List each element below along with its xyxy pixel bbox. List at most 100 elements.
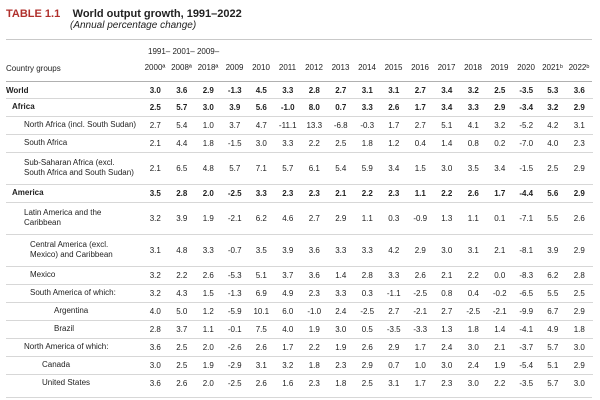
year-header: 2020 bbox=[517, 63, 535, 72]
value-cell: 2.5 bbox=[354, 373, 381, 392]
value-cell: 3.0 bbox=[327, 319, 354, 338]
value-cell: 2.3 bbox=[433, 373, 460, 392]
value-cell: 2.7 bbox=[142, 115, 169, 134]
value-cell: 2.9 bbox=[202, 86, 214, 96]
value-cell: 1.3 bbox=[433, 201, 460, 234]
row-label-text: North America of which: bbox=[24, 342, 109, 351]
value-cell: 3.3 bbox=[327, 233, 354, 266]
value-cell: 0.7 bbox=[380, 355, 407, 374]
table-row: Brazil 2.8 3.7 1.1 -0.1 7.5 4.0 1.9 3.0 0.5 -3.5 -3… bbox=[6, 319, 593, 338]
value-cell: 3.0 bbox=[460, 373, 487, 392]
value-cell: 4.0 bbox=[539, 133, 566, 152]
value-cell: 3.2 bbox=[467, 86, 479, 96]
value-cell: 5.7 bbox=[221, 151, 248, 184]
value-cell: 8.0 bbox=[301, 97, 328, 116]
row-label: Mexico bbox=[6, 265, 142, 284]
value-cell: 2.1 bbox=[327, 183, 354, 202]
year-header: 2008ª bbox=[171, 63, 192, 72]
value-cell: 2.3 bbox=[301, 283, 328, 302]
year-header: 2018ª bbox=[197, 63, 219, 72]
value-cell: 2.3 bbox=[380, 183, 407, 202]
value-cell: 4.4 bbox=[168, 133, 195, 152]
value-cell: 3.0 bbox=[460, 337, 487, 356]
value-cell: 4.8 bbox=[195, 151, 222, 184]
value-cell: 1.5 bbox=[195, 283, 222, 302]
value-cell: 3.0 bbox=[149, 86, 161, 96]
value-cell: -2.1 bbox=[407, 301, 434, 320]
value-cell: 6.7 bbox=[539, 301, 566, 320]
value-cell: 3.2 bbox=[274, 355, 301, 374]
value-cell: 3.4 bbox=[380, 151, 407, 184]
value-cell: 2.1 bbox=[486, 233, 513, 266]
value-cell: 2.9 bbox=[566, 301, 593, 320]
row-label: Sub-Saharan Africa (excl. South Africa a… bbox=[6, 151, 142, 184]
value-cell: 4.3 bbox=[168, 283, 195, 302]
value-cell: 10.1 bbox=[248, 301, 275, 320]
value-cell: 4.9 bbox=[274, 283, 301, 302]
value-cell: 5.4 bbox=[327, 151, 354, 184]
value-cell: 3.2 bbox=[142, 283, 169, 302]
value-cell: -1.5 bbox=[221, 133, 248, 152]
value-cell: 1.1 bbox=[195, 319, 222, 338]
value-cell: 5.7 bbox=[539, 373, 566, 392]
value-cell: 3.7 bbox=[168, 319, 195, 338]
value-cell: 2.2 bbox=[486, 373, 513, 392]
year-header: 2000ª bbox=[144, 63, 166, 72]
value-cell: 2.9 bbox=[566, 183, 593, 202]
table-row: South America of which: 3.2 4.3 1.5 -1.3 6.9 4… bbox=[6, 283, 593, 302]
value-cell: -6.5 bbox=[513, 283, 540, 302]
value-cell: 4.7 bbox=[248, 115, 275, 134]
value-cell: 1.8 bbox=[327, 373, 354, 392]
value-cell: 3.6 bbox=[142, 373, 169, 392]
value-cell: 3.3 bbox=[248, 183, 275, 202]
value-cell: 5.7 bbox=[168, 97, 195, 116]
value-cell: 1.2 bbox=[195, 301, 222, 320]
value-cell: -3.5 bbox=[519, 86, 534, 96]
value-cell: 3.3 bbox=[460, 97, 487, 116]
year-header: 2013 bbox=[331, 63, 350, 72]
row-label-text: America bbox=[12, 188, 44, 197]
value-cell: 1.8 bbox=[566, 319, 593, 338]
value-cell: 3.9 bbox=[221, 97, 248, 116]
value-cell: -3.7 bbox=[513, 337, 540, 356]
value-cell: 2.6 bbox=[248, 337, 275, 356]
value-cell: 2.7 bbox=[301, 201, 328, 234]
value-cell: 5.6 bbox=[248, 97, 275, 116]
value-cell: 2.2 bbox=[354, 183, 381, 202]
value-cell: 0.0 bbox=[486, 265, 513, 284]
row-label: United States bbox=[6, 373, 142, 392]
value-cell: 2.8 bbox=[566, 265, 593, 284]
value-cell: 4.2 bbox=[380, 233, 407, 266]
value-cell: 5.5 bbox=[539, 283, 566, 302]
value-cell: 2.0 bbox=[195, 183, 222, 202]
value-cell: -1.0 bbox=[274, 97, 301, 116]
row-label: North Africa (incl. South Sudan) bbox=[6, 115, 142, 134]
value-cell: 4.0 bbox=[142, 301, 169, 320]
row-label-text: Argentina bbox=[54, 306, 89, 315]
value-cell: 3.6 bbox=[142, 337, 169, 356]
header-bottom-divider bbox=[6, 81, 592, 82]
value-cell: 2.9 bbox=[380, 337, 407, 356]
row-label: Argentina bbox=[6, 301, 142, 320]
value-cell: 2.0 bbox=[195, 373, 222, 392]
table-row: Canada 3.0 2.5 1.9 -2.9 3.1 3.2 1.8 2.3 2.9 0.7 1.0… bbox=[6, 355, 593, 374]
value-cell: 3.0 bbox=[566, 373, 593, 392]
value-cell: 0.4 bbox=[460, 283, 487, 302]
value-cell: 2.3 bbox=[566, 133, 593, 152]
value-cell: -7.0 bbox=[513, 133, 540, 152]
value-cell: 2.2 bbox=[433, 183, 460, 202]
value-cell: 3.1 bbox=[388, 86, 400, 96]
value-cell: 5.6 bbox=[539, 183, 566, 202]
row-label-text: Brazil bbox=[54, 324, 75, 333]
row-label: Central America (excl. Mexico) and Carib… bbox=[6, 233, 142, 266]
value-cell: 1.0 bbox=[407, 355, 434, 374]
value-cell: 2.0 bbox=[195, 337, 222, 356]
table-row: America 3.5 2.8 2.0 -2.5 3.3 2.3 2.3 2.1 2.2 2.3 1.… bbox=[6, 183, 593, 202]
value-cell: 1.4 bbox=[486, 319, 513, 338]
table-bottom-divider bbox=[6, 397, 592, 398]
table-row: Central America (excl. Mexico) and Carib… bbox=[6, 233, 593, 266]
value-cell: 2.9 bbox=[486, 97, 513, 116]
value-cell: 1.2 bbox=[380, 133, 407, 152]
table-row: Sub-Saharan Africa (excl. South Africa a… bbox=[6, 151, 593, 184]
value-cell: 2.6 bbox=[407, 265, 434, 284]
